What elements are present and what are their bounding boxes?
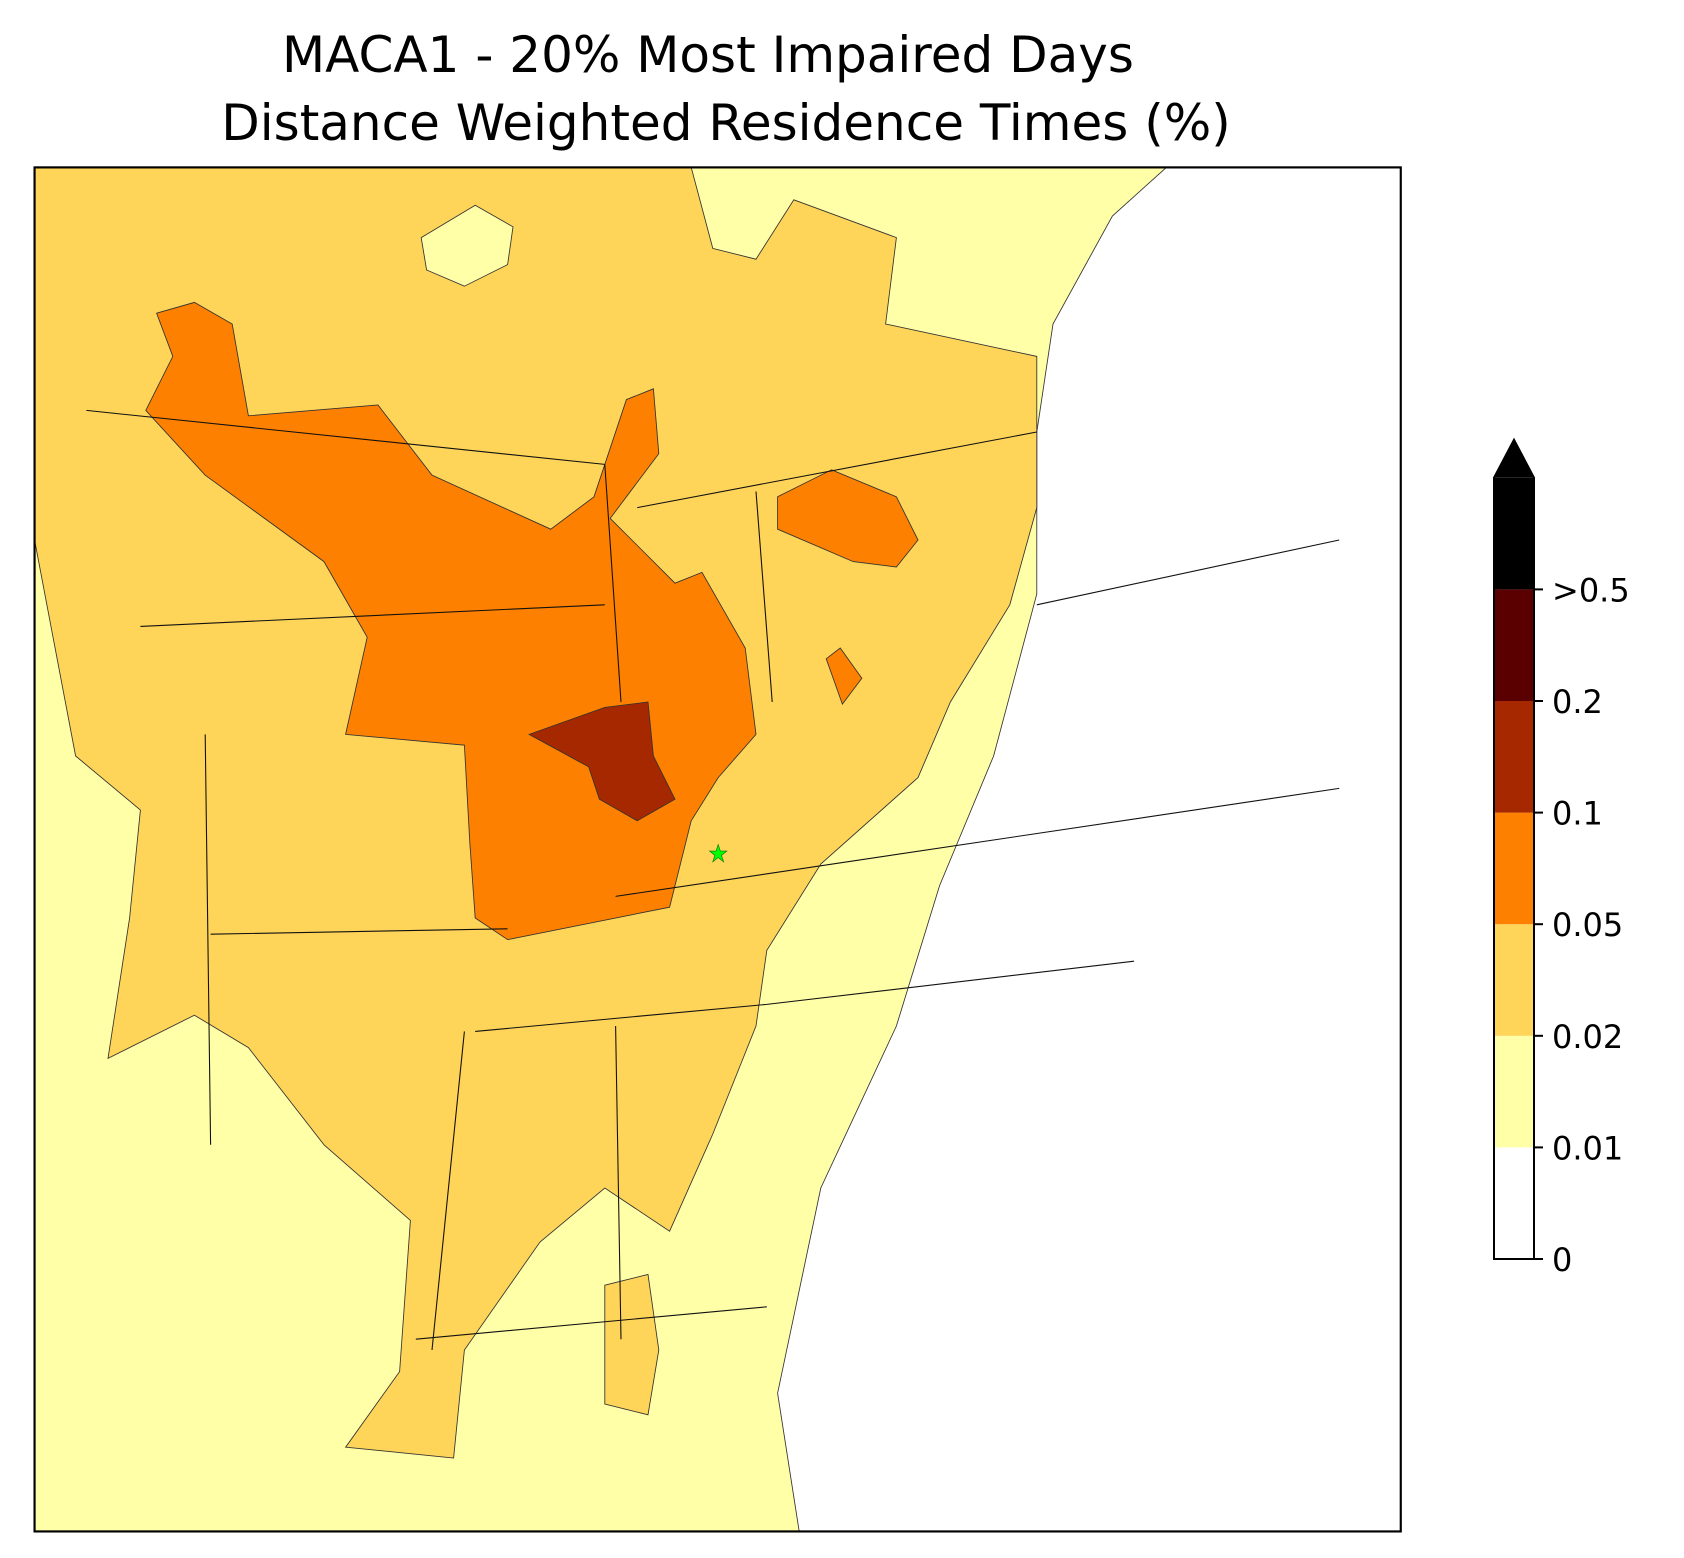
colorbar-outline — [1493, 437, 1535, 1260]
colorbar-tick-label: >0.5 — [1552, 571, 1630, 609]
colorbar-band — [1494, 812, 1534, 925]
title-line-2: Distance Weighted Residence Times (%) — [221, 94, 1230, 152]
band-0-01-patch — [420, 204, 514, 287]
band-0-1 — [528, 701, 676, 822]
colorbar-tick-label: 0.2 — [1552, 683, 1603, 721]
map — [33, 166, 1402, 1533]
colorbar-extend — [1494, 477, 1534, 590]
colorbar-tick-label: 0.01 — [1552, 1129, 1623, 1167]
title-line-1: MACA1 - 20% Most Impaired Days — [282, 26, 1134, 84]
band-0 — [777, 167, 1401, 1532]
band-0-05-patch — [777, 469, 919, 568]
colorbar-band — [1494, 924, 1534, 1036]
band-0-05-patch — [825, 647, 863, 706]
colorbar-tick-label: 0 — [1552, 1241, 1572, 1279]
colorbar-extend-arrow — [1494, 439, 1534, 478]
band-0-02-patch — [604, 1273, 660, 1416]
colorbar-tick-label: 0.1 — [1552, 795, 1603, 833]
colorbar-band — [1494, 701, 1534, 813]
colorbar-tick-label: 0.02 — [1552, 1018, 1623, 1056]
colorbar-band — [1494, 1035, 1534, 1148]
colorbar-band — [1494, 1147, 1534, 1259]
map-frame — [33, 166, 1402, 1533]
site-marker — [708, 843, 728, 863]
colorbar-tick-label: 0.05 — [1552, 906, 1623, 944]
state-lines — [86, 409, 1340, 1351]
colorbar-band — [1494, 589, 1534, 701]
